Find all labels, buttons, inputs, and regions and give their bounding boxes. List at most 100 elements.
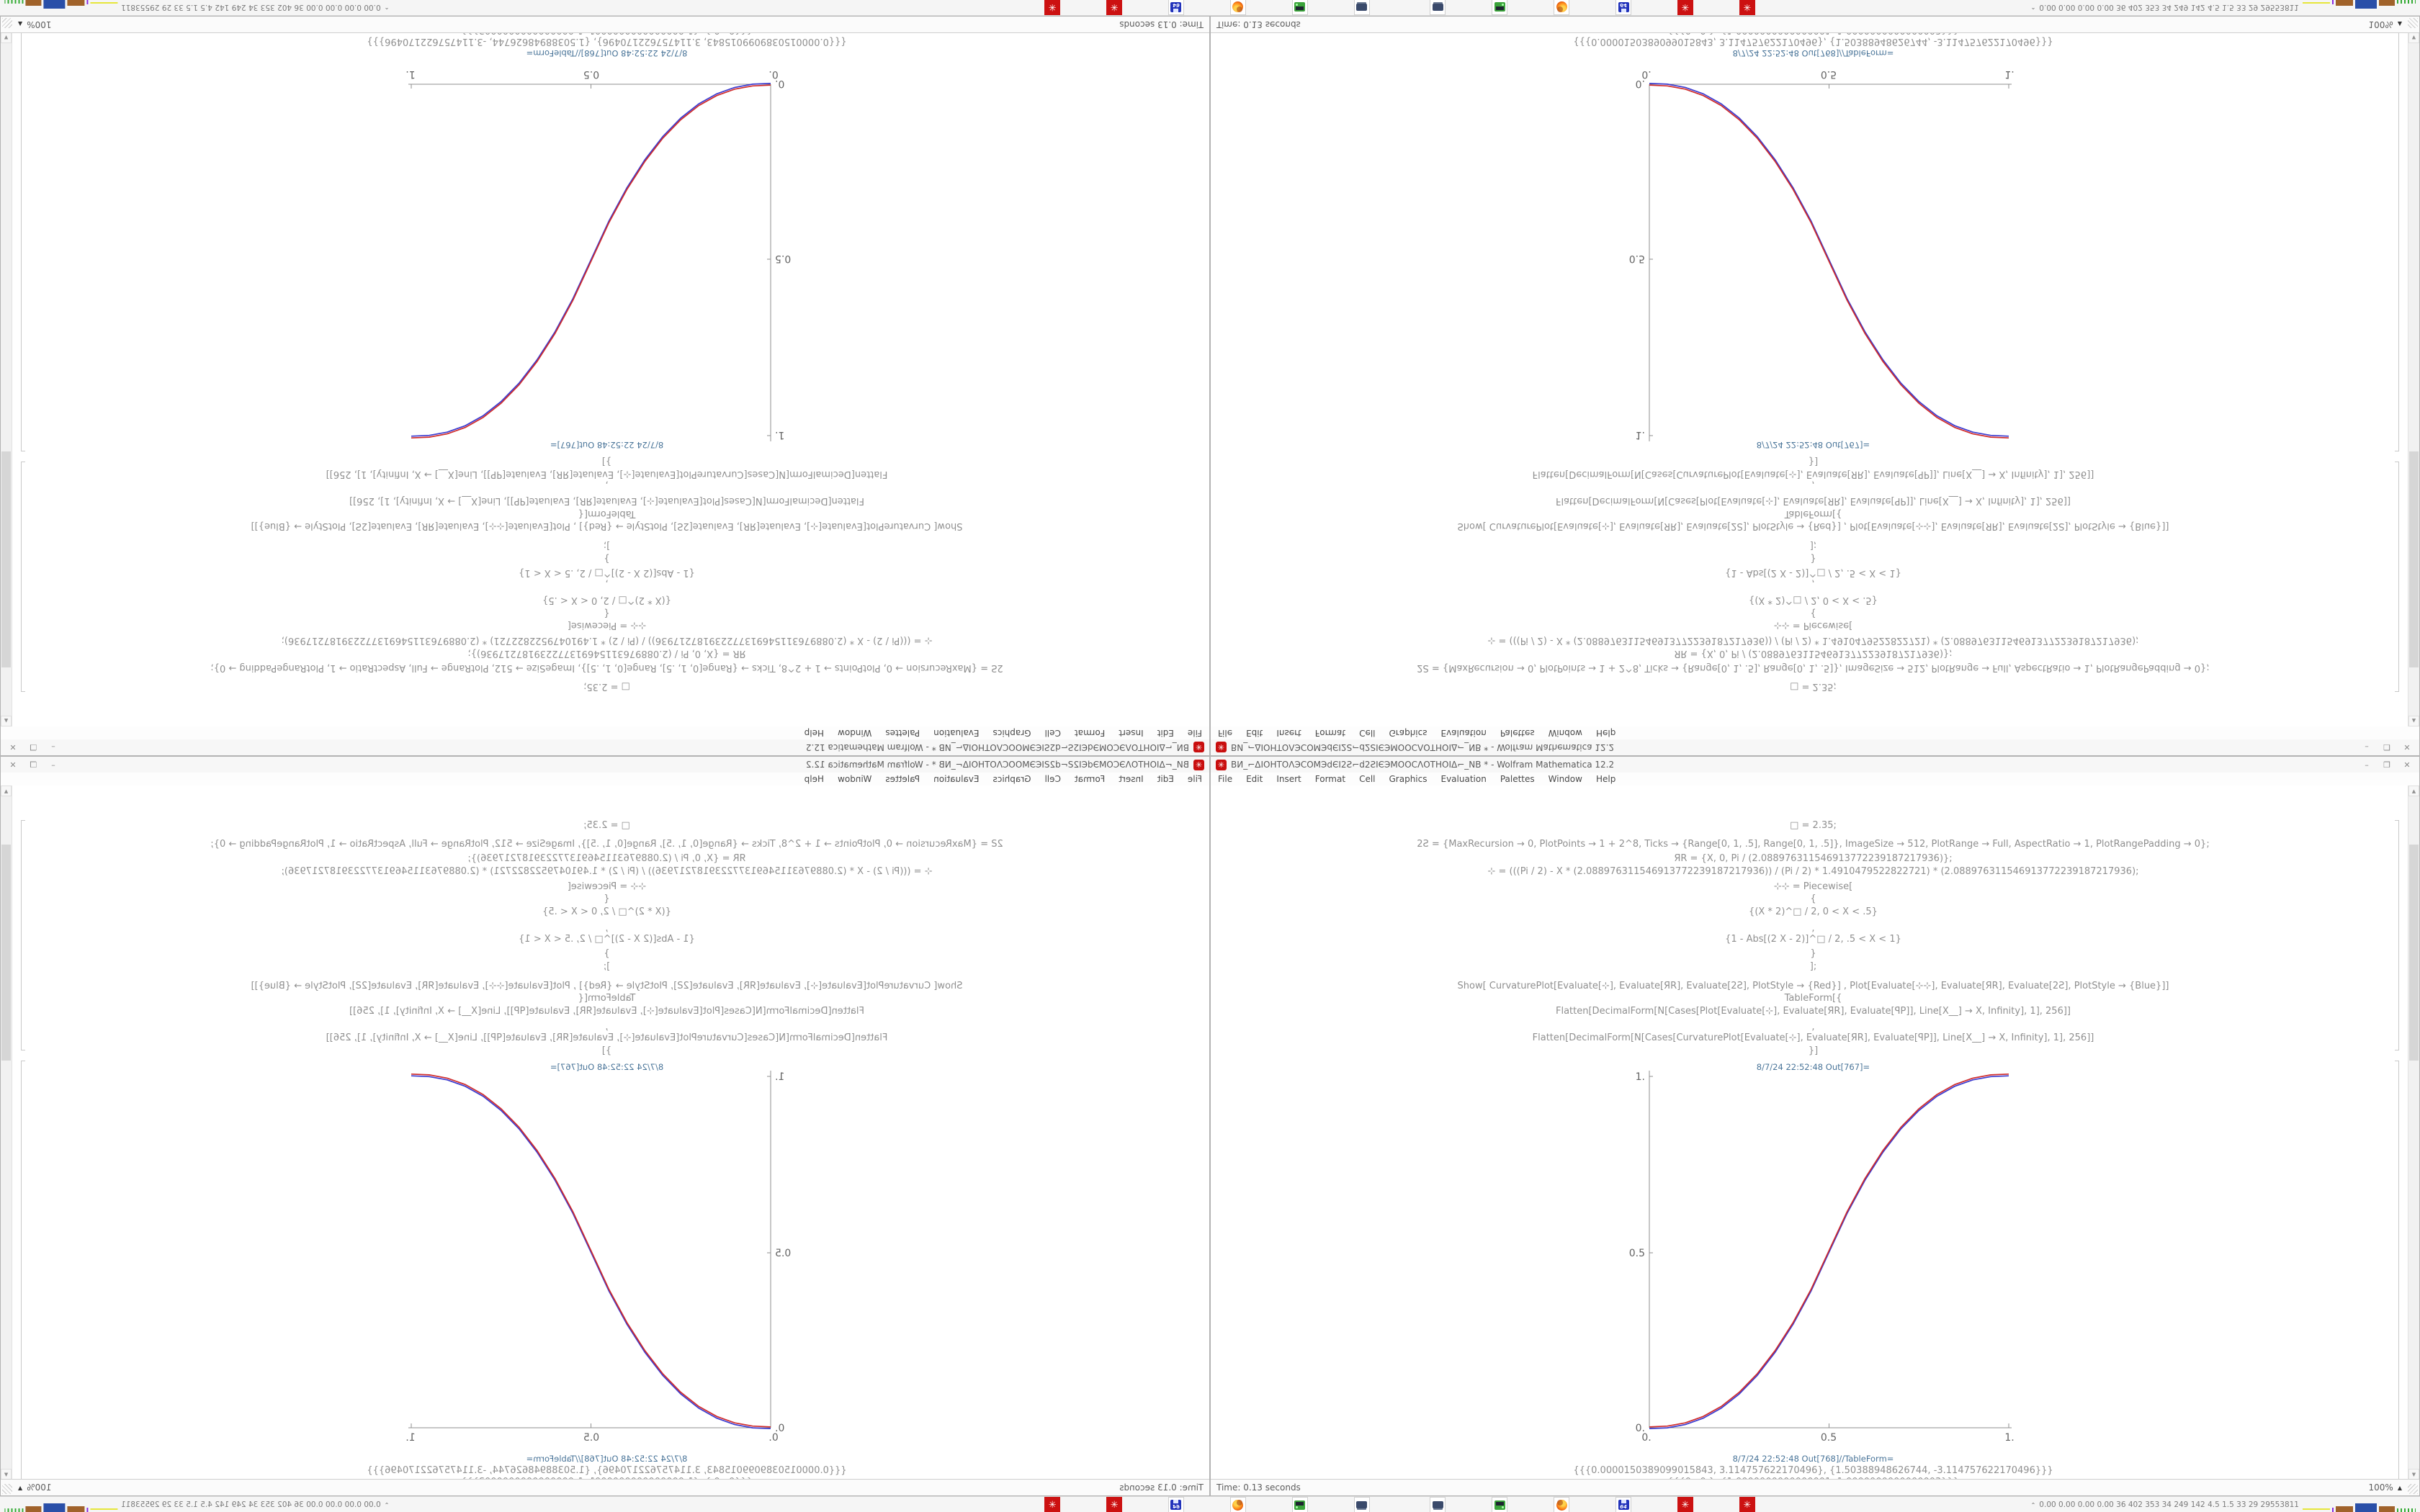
notebook-code-line[interactable]: {{{0.0000150389099015843, 3.114757622170…: [1573, 1465, 2053, 1476]
menu-item-edit[interactable]: Edit: [1157, 728, 1174, 738]
menu-item-graphics[interactable]: Graphics: [1389, 774, 1428, 784]
notebook-code-line[interactable]: ];: [603, 961, 611, 972]
notebook-code-line[interactable]: 2Ƨ = {MaxRecursion → 0, PlotPoints → 1 +…: [210, 662, 1003, 673]
notebook-code-line[interactable]: {: [1810, 608, 1816, 618]
menu-item-palettes[interactable]: Palettes: [1500, 728, 1535, 738]
notebook-code-line[interactable]: Show[ CurvaturePlot[Evaluate[⊹], Evaluat…: [1457, 521, 2169, 531]
floppy64-icon[interactable]: 64: [1615, 1497, 1631, 1512]
cell-bracket-outputs[interactable]: [21, 1061, 25, 1480]
menu-item-help[interactable]: Help: [804, 728, 825, 738]
floppy64-icon[interactable]: 64: [1168, 1497, 1184, 1512]
menu-item-evaluation[interactable]: Evaluation: [1440, 728, 1487, 738]
cell-bracket-outputs[interactable]: [2395, 1061, 2399, 1480]
menu-item-graphics[interactable]: Graphics: [1389, 728, 1428, 738]
close-button[interactable]: ✕: [9, 742, 17, 752]
menu-item-palettes[interactable]: Palettes: [885, 774, 920, 784]
notebook-code-line[interactable]: }: [1810, 948, 1816, 959]
menu-item-evaluation[interactable]: Evaluation: [933, 774, 980, 784]
notebook-code-line[interactable]: ,: [605, 480, 609, 490]
floppy64-icon[interactable]: 64: [1615, 0, 1631, 15]
notebook-code-line[interactable]: ];: [603, 540, 611, 551]
monitor-icon[interactable]: [1430, 1497, 1446, 1512]
notebook-code-line[interactable]: □ = 2.35;: [583, 681, 630, 692]
notebook-code-line[interactable]: ,: [1811, 923, 1815, 934]
notebook-code-line[interactable]: {(X * 2)^□ / 2, 0 < X < .5}: [542, 906, 671, 917]
minimize-button[interactable]: –: [51, 760, 55, 770]
notebook-code-line[interactable]: }]: [1808, 456, 1819, 467]
cell-bracket-outputs[interactable]: [2395, 32, 2399, 451]
notebook-code-line[interactable]: {1 - Abs[(2 X - 2)]^□ / 2, .5 < X < 1}: [519, 934, 695, 945]
minimize-button[interactable]: –: [2365, 742, 2369, 752]
menu-item-file[interactable]: File: [1187, 774, 1202, 784]
maximize-button[interactable]: ❐: [2383, 760, 2390, 770]
scroll-down-arrow-icon[interactable]: ▼: [2408, 1469, 2419, 1480]
magnification-control[interactable]: 100% ▲: [18, 19, 51, 30]
menu-item-cell[interactable]: Cell: [1044, 774, 1061, 784]
notebook-code-line[interactable]: Show[ CurvaturePlot[Evaluate[⊹], Evaluat…: [251, 981, 963, 991]
notebook-code-line[interactable]: TableForm[{: [1784, 993, 1842, 1004]
notebook-content[interactable]: □ = 2.35; 2Ƨ = {MaxRecursion → 0, PlotPoi…: [1211, 786, 2408, 1480]
close-button[interactable]: ✕: [9, 760, 17, 770]
monitor-icon[interactable]: [1354, 0, 1370, 15]
notebook-code-line[interactable]: 2Ƨ = {MaxRecursion → 0, PlotPoints → 1 +…: [210, 839, 1003, 850]
cell-bracket-inputs[interactable]: [2395, 820, 2399, 1050]
notebook-code-line[interactable]: Flatten[DecimalForm[N[Cases[CurvaturePlo…: [326, 469, 888, 480]
cell-bracket-inputs[interactable]: [21, 820, 25, 1050]
mathematica-icon[interactable]: ✳: [1106, 1497, 1122, 1512]
notebook-code-line[interactable]: }]: [1808, 1045, 1819, 1056]
maximize-button[interactable]: ❐: [2383, 742, 2390, 752]
menu-item-edit[interactable]: Edit: [1246, 728, 1263, 738]
notebook-code-line[interactable]: ⊹ = (((Pi / 2) - X * (2.0889763115469137…: [281, 866, 933, 877]
firefox-icon[interactable]: [1230, 1497, 1246, 1512]
notebook-code-line[interactable]: ,: [605, 578, 609, 589]
notebook-code-line[interactable]: ЯR = {X, 0, Pi / (2.08897631154691377223…: [1674, 648, 1953, 659]
menu-item-evaluation[interactable]: Evaluation: [933, 728, 980, 738]
notebook-code-line[interactable]: ⊹ = (((Pi / 2) - X * (2.0889763115469137…: [281, 635, 933, 646]
menu-item-window[interactable]: Window: [1548, 774, 1582, 784]
notebook-code-line[interactable]: ];: [1809, 540, 1817, 551]
vertical-scrollbar[interactable]: ▲ ▼: [2408, 786, 2419, 1480]
scroll-up-arrow-icon[interactable]: ▲: [1, 716, 12, 726]
menu-item-palettes[interactable]: Palettes: [885, 728, 920, 738]
notebook-code-line[interactable]: 2Ƨ = {MaxRecursion → 0, PlotPoints → 1 +…: [1417, 839, 2210, 850]
firefox-icon[interactable]: [1554, 0, 1569, 15]
notebook-code-line[interactable]: {(X * 2)^□ / 2, 0 < X < .5}: [1749, 595, 1878, 606]
scroll-down-arrow-icon[interactable]: ▼: [1, 32, 12, 43]
notebook-code-line[interactable]: }: [604, 553, 610, 564]
notebook-code-line[interactable]: ,: [1811, 1022, 1815, 1032]
notebook-code-line[interactable]: {(X * 2)^□ / 2, 0 < X < .5}: [542, 595, 671, 606]
notebook-code-line[interactable]: {1 - Abs[(2 X - 2)]^□ / 2, .5 < X < 1}: [1725, 934, 1901, 945]
vertical-scrollbar[interactable]: ▲ ▼: [1, 786, 12, 1480]
notebook-code-line[interactable]: ЯR = {X, 0, Pi / (2.08897631154691377223…: [1674, 853, 1953, 864]
notebook-code-line[interactable]: ⊹⊹ = Piecewise[: [567, 881, 647, 892]
scroll-up-arrow-icon[interactable]: ▲: [2408, 786, 2419, 796]
scrollbar-thumb[interactable]: [2409, 451, 2419, 667]
scroll-up-arrow-icon[interactable]: ▲: [1, 786, 12, 796]
notebook-code-line[interactable]: {{{0.0000150389099015843, 3.114757622170…: [367, 1465, 847, 1476]
notebook-content[interactable]: □ = 2.35; 2Ƨ = {MaxRecursion → 0, PlotPoi…: [12, 32, 1209, 726]
notebook-code-line[interactable]: Flatten[DecimalForm[N[Cases[CurvaturePlo…: [1532, 1032, 2094, 1043]
notebook-code-line[interactable]: Flatten[DecimalForm[N[Cases[CurvaturePlo…: [1532, 469, 2094, 480]
title-bar[interactable]: ✳ ВИ_⌐ΔIOHTOΛЭCOMЭdЄI2Ƨ⌐d2ƧIЄЭMOOCΛOTHOI…: [1, 739, 1209, 755]
close-button[interactable]: ✕: [2403, 742, 2411, 752]
resize-grip[interactable]: [2, 18, 12, 28]
notebook-code-line[interactable]: ⊹ = (((Pi / 2) - X * (2.0889763115469137…: [1487, 635, 2139, 646]
menu-item-window[interactable]: Window: [838, 774, 872, 784]
notebook-code-line[interactable]: }: [1810, 553, 1816, 564]
menu-item-window[interactable]: Window: [1548, 728, 1582, 738]
notebook-code-line[interactable]: TableForm[{: [1784, 508, 1842, 519]
notebook-code-line[interactable]: }]: [601, 456, 612, 467]
notebook-code-line[interactable]: ⊹⊹ = Piecewise[: [1773, 620, 1853, 631]
notebook-code-line[interactable]: □ = 2.35;: [1790, 820, 1837, 831]
notebook-code-line[interactable]: {: [1810, 894, 1816, 904]
cell-bracket-outputs[interactable]: [21, 32, 25, 451]
cell-bracket-inputs[interactable]: [2395, 462, 2399, 692]
menu-item-window[interactable]: Window: [838, 728, 872, 738]
mathematica-icon[interactable]: ✳: [1044, 1497, 1060, 1512]
menu-item-graphics[interactable]: Graphics: [992, 774, 1031, 784]
notebook-code-line[interactable]: ЯR = {X, 0, Pi / (2.08897631154691377223…: [467, 853, 746, 864]
menu-item-evaluation[interactable]: Evaluation: [1440, 774, 1487, 784]
magnification-control[interactable]: 100% ▲: [2369, 1482, 2402, 1493]
resize-grip[interactable]: [2408, 1484, 2418, 1494]
notebook-code-line[interactable]: Flatten[DecimalForm[N[Cases[Plot[Evaluat…: [1556, 1006, 2071, 1017]
